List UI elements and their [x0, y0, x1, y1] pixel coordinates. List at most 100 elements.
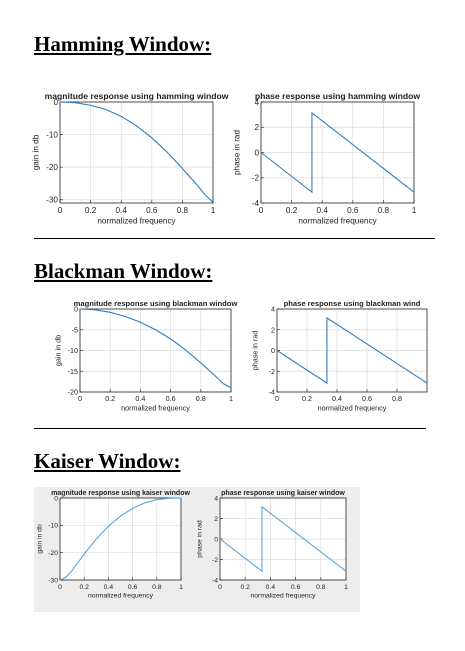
- x-tick-label: 0: [275, 394, 279, 403]
- y-axis-label: gain in db: [54, 335, 63, 366]
- axes-box: [79, 308, 232, 393]
- y-tick-label: 4: [271, 305, 275, 314]
- y-tick-label: -20: [68, 388, 78, 397]
- y-tick-label: -5: [72, 325, 78, 334]
- x-tick-label: 0.6: [347, 206, 359, 215]
- x-tick-label: 0.2: [286, 206, 298, 215]
- y-tick-label: -10: [68, 346, 78, 355]
- y-tick-label: 2: [214, 516, 218, 523]
- x-tick-label: 0.6: [291, 584, 301, 591]
- x-tick-label: 0.2: [105, 394, 115, 403]
- section-heading-blackman: Blackman Window:: [34, 259, 213, 283]
- y-tick-label: -4: [212, 577, 218, 584]
- chart-title: magnitude response using hamming window: [45, 91, 229, 101]
- x-tick-label: 1: [412, 206, 417, 215]
- y-tick-label: -2: [212, 557, 218, 564]
- x-tick-label: 0: [218, 584, 222, 591]
- y-tick-label: -15: [68, 367, 78, 376]
- hamming-figure: 0 0.2 0.4 0.6 0.8 1 0 -10 -20 -30 magnitude respon…: [30, 88, 440, 230]
- y-tick-label: -2: [269, 367, 275, 376]
- axes-box: [59, 101, 214, 204]
- y-tick-label: -4: [269, 388, 275, 397]
- hamming-phase-chart: 0 0.2 0.4 0.6 0.8 1 4 2 0 -2 -4 phase response usin…: [232, 91, 421, 225]
- x-axis-label: normalized frequency: [121, 403, 190, 412]
- x-axis-label: normalized frequency: [251, 593, 317, 600]
- blackman-figure: 0 0.2 0.4 0.6 0.8 1 0 -5 -10 -15 -20 magnitude resp…: [50, 295, 440, 417]
- x-axis-label: normalized frequency: [318, 403, 387, 412]
- y-tick-label: -4: [252, 199, 260, 208]
- y-tick-label: 0: [214, 536, 218, 543]
- x-tick-label: 0.4: [104, 584, 114, 591]
- y-tick-label: 4: [214, 495, 218, 502]
- y-axis-label: phase in rad: [197, 520, 204, 558]
- hamming-magnitude-chart: 0 0.2 0.4 0.6 0.8 1 0 -10 -20 -30 magnitude respon…: [31, 91, 229, 225]
- x-tick-label: 0.2: [240, 584, 250, 591]
- x-tick-label: 1: [211, 206, 216, 215]
- x-tick-label: 0.2: [85, 206, 97, 215]
- axes-box: [59, 497, 182, 581]
- x-tick-label: 0.4: [135, 394, 145, 403]
- kaiser-phase-chart: 0 0.2 0.4 0.6 0.8 1 4 2 0 -2 -4 phase response usin…: [197, 490, 348, 600]
- x-tick-label: 0.6: [362, 394, 372, 403]
- plot-area: [60, 102, 213, 203]
- series-line: [79, 308, 232, 389]
- chart-title: phase response using kaiser window: [221, 490, 345, 497]
- blackman-magnitude-chart: 0 0.2 0.4 0.6 0.8 1 0 -5 -10 -15 -20 magnitude resp…: [54, 299, 238, 412]
- chart-title: magnitude response using kaiser window: [51, 490, 190, 497]
- series-line: [276, 316, 428, 385]
- x-axis-label: normalized frequency: [88, 593, 154, 600]
- section-heading-kaiser: Kaiser Window:: [34, 449, 181, 473]
- blackman-phase-chart: 0 0.2 0.4 0.6 0.8 4 2 0 -2 -4 phase response using…: [251, 299, 428, 412]
- x-tick-label: 0.8: [392, 394, 402, 403]
- series-line: [219, 505, 347, 573]
- y-tick-label: 0: [254, 148, 259, 157]
- x-axis-label: normalized frequency: [298, 216, 377, 225]
- x-tick-label: 0.4: [116, 206, 128, 215]
- y-tick-label: 2: [254, 123, 259, 132]
- x-tick-label: 0: [78, 394, 82, 403]
- x-tick-label: 0.8: [378, 206, 390, 215]
- x-tick-label: 0.8: [152, 584, 162, 591]
- series-line: [260, 111, 415, 194]
- x-tick-label: 0.8: [316, 584, 326, 591]
- y-axis-label: gain in db: [31, 134, 40, 170]
- section-heading-hamming: Hamming Window:: [34, 32, 212, 56]
- y-tick-label: -30: [46, 196, 58, 205]
- y-axis-label: gain in db: [37, 524, 44, 554]
- x-tick-label: 0.4: [332, 394, 342, 403]
- kaiser-magnitude-chart: 0 0.2 0.4 0.6 0.8 1 0 -10 -20 -30 magnitude respon…: [37, 490, 191, 600]
- y-tick-label: 0: [53, 98, 58, 107]
- chart-title: phase response using hamming window: [255, 91, 421, 101]
- y-tick-label: -20: [46, 163, 58, 172]
- x-tick-label: 0.8: [177, 206, 189, 215]
- y-tick-label: 4: [254, 98, 259, 107]
- kaiser-figure: 0 0.2 0.4 0.6 0.8 1 0 -10 -20 -30 magnitude respon…: [34, 487, 360, 612]
- x-tick-label: 0.6: [128, 584, 138, 591]
- x-tick-label: 1: [229, 394, 233, 403]
- x-tick-label: 0.4: [266, 584, 276, 591]
- x-tick-label: 0.4: [317, 206, 329, 215]
- y-tick-label: -20: [48, 550, 58, 557]
- y-tick-label: 0: [54, 495, 58, 502]
- x-axis-label: normalized frequency: [97, 216, 176, 225]
- y-tick-label: -10: [46, 130, 58, 139]
- y-axis-label: phase in rad: [251, 331, 260, 371]
- chart-title: magnitude response using blackman window: [74, 299, 238, 308]
- x-tick-label: 1: [344, 584, 348, 591]
- y-tick-label: 0: [74, 305, 78, 314]
- y-tick-label: 0: [271, 346, 275, 355]
- x-tick-label: 0.2: [79, 584, 89, 591]
- plot-area: [60, 498, 181, 580]
- x-tick-label: 0: [58, 584, 62, 591]
- y-tick-label: -2: [252, 174, 260, 183]
- x-tick-label: 0: [58, 206, 63, 215]
- section-divider: [34, 428, 426, 429]
- x-tick-label: 0: [259, 206, 264, 215]
- x-tick-label: 0.6: [166, 394, 176, 403]
- section-divider: [34, 238, 435, 239]
- y-tick-label: -30: [48, 577, 58, 584]
- x-tick-label: 0.2: [302, 394, 312, 403]
- x-tick-label: 0.8: [196, 394, 206, 403]
- series-line: [59, 101, 214, 203]
- x-tick-label: 1: [179, 584, 183, 591]
